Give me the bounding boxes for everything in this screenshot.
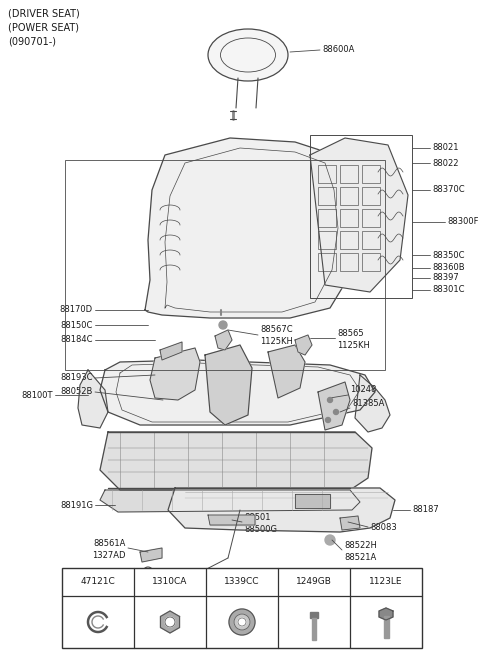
Text: 88521A: 88521A bbox=[344, 554, 376, 563]
Text: 1123LE: 1123LE bbox=[369, 578, 403, 587]
Text: 88191G: 88191G bbox=[60, 501, 93, 509]
Polygon shape bbox=[310, 138, 408, 292]
Bar bbox=[318, 165, 336, 183]
Text: 81385A: 81385A bbox=[352, 398, 384, 408]
Circle shape bbox=[146, 570, 150, 574]
Text: (090701-): (090701-) bbox=[8, 36, 56, 46]
Bar bbox=[340, 209, 358, 227]
Text: 10248: 10248 bbox=[350, 385, 376, 394]
Text: 88187: 88187 bbox=[412, 505, 439, 514]
Circle shape bbox=[325, 535, 335, 545]
Polygon shape bbox=[140, 548, 162, 562]
Text: 1125KH: 1125KH bbox=[260, 338, 293, 346]
Text: 88522H: 88522H bbox=[344, 541, 377, 550]
Text: 1339CC: 1339CC bbox=[224, 578, 260, 587]
Text: 88100T: 88100T bbox=[22, 391, 53, 400]
Bar bbox=[62, 568, 422, 648]
Circle shape bbox=[234, 614, 250, 630]
Polygon shape bbox=[215, 330, 232, 350]
Bar bbox=[340, 165, 358, 183]
Bar bbox=[318, 253, 336, 271]
Bar bbox=[362, 209, 380, 227]
Bar bbox=[340, 231, 358, 249]
Polygon shape bbox=[340, 516, 360, 530]
Polygon shape bbox=[78, 370, 108, 428]
Text: 88301C: 88301C bbox=[432, 286, 465, 295]
Text: 88150C: 88150C bbox=[60, 321, 93, 329]
Bar bbox=[318, 231, 336, 249]
Text: 88021: 88021 bbox=[432, 143, 458, 153]
Polygon shape bbox=[160, 611, 180, 633]
Polygon shape bbox=[208, 515, 255, 525]
Text: 88565: 88565 bbox=[337, 329, 364, 338]
Text: 88600A: 88600A bbox=[322, 46, 354, 55]
Bar bbox=[340, 253, 358, 271]
Bar bbox=[318, 187, 336, 205]
Circle shape bbox=[325, 417, 331, 422]
Polygon shape bbox=[100, 490, 360, 512]
Text: 88052B: 88052B bbox=[60, 387, 93, 396]
Text: 88567C: 88567C bbox=[260, 325, 293, 334]
Circle shape bbox=[238, 618, 246, 626]
Bar bbox=[362, 165, 380, 183]
Text: 88501: 88501 bbox=[244, 512, 271, 522]
Polygon shape bbox=[379, 608, 393, 620]
Text: 47121C: 47121C bbox=[81, 578, 115, 587]
Bar bbox=[384, 616, 388, 638]
Text: 88022: 88022 bbox=[432, 158, 458, 168]
Bar bbox=[362, 187, 380, 205]
Polygon shape bbox=[318, 382, 350, 430]
Bar bbox=[310, 135, 412, 298]
Polygon shape bbox=[295, 494, 330, 508]
Text: 1327AD: 1327AD bbox=[93, 550, 126, 559]
Text: 1125KH: 1125KH bbox=[337, 340, 370, 349]
Ellipse shape bbox=[208, 29, 288, 81]
Text: 88397: 88397 bbox=[432, 273, 459, 282]
Bar bbox=[318, 209, 336, 227]
Text: 88350C: 88350C bbox=[432, 250, 465, 259]
Bar bbox=[362, 231, 380, 249]
Polygon shape bbox=[160, 342, 182, 360]
Text: 88561A: 88561A bbox=[94, 539, 126, 548]
Polygon shape bbox=[205, 345, 252, 425]
Polygon shape bbox=[355, 375, 390, 432]
Text: 1310CA: 1310CA bbox=[152, 578, 188, 587]
Circle shape bbox=[219, 321, 227, 329]
Polygon shape bbox=[100, 432, 372, 490]
Text: 88193C: 88193C bbox=[60, 374, 93, 383]
Text: (POWER SEAT): (POWER SEAT) bbox=[8, 22, 79, 32]
Polygon shape bbox=[295, 335, 312, 355]
Text: 88500G: 88500G bbox=[244, 524, 277, 533]
Polygon shape bbox=[100, 360, 375, 425]
Circle shape bbox=[165, 617, 175, 627]
Text: 1249GB: 1249GB bbox=[296, 578, 332, 587]
Polygon shape bbox=[268, 345, 305, 398]
Text: 88370C: 88370C bbox=[432, 186, 465, 194]
Bar bbox=[312, 618, 316, 640]
Text: (DRIVER SEAT): (DRIVER SEAT) bbox=[8, 8, 80, 18]
Circle shape bbox=[327, 398, 333, 402]
Circle shape bbox=[334, 409, 338, 415]
Polygon shape bbox=[168, 488, 395, 532]
Bar bbox=[65, 160, 385, 370]
Bar bbox=[310, 612, 318, 618]
Text: 88083: 88083 bbox=[370, 522, 397, 531]
Text: 88184C: 88184C bbox=[60, 336, 93, 344]
Polygon shape bbox=[150, 348, 200, 400]
Circle shape bbox=[229, 609, 255, 635]
Text: 88170D: 88170D bbox=[60, 306, 93, 314]
Polygon shape bbox=[145, 138, 355, 318]
Text: 88300F: 88300F bbox=[447, 218, 479, 226]
Bar bbox=[340, 187, 358, 205]
Text: 88360B: 88360B bbox=[432, 263, 465, 273]
Bar bbox=[362, 253, 380, 271]
